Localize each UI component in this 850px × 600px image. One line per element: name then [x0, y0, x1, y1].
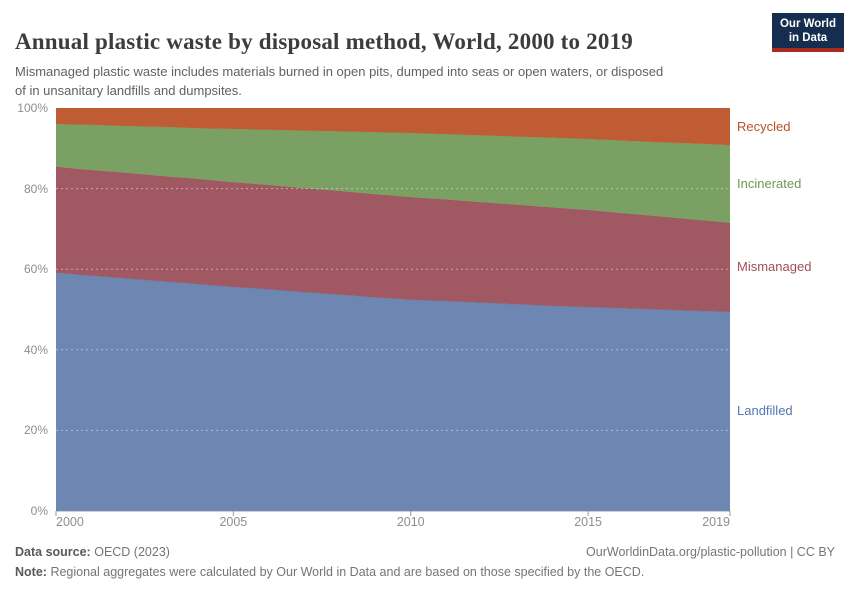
- y-tick-label-0: 0%: [30, 504, 48, 518]
- footer-note-row: Note: Regional aggregates were calculate…: [15, 565, 835, 579]
- x-tick-label-2019: 2019: [702, 515, 730, 529]
- data-source-value: OECD (2023): [94, 545, 170, 559]
- y-tick-label-20: 20%: [23, 423, 48, 438]
- area-recycled[interactable]: [56, 108, 730, 146]
- owid-logo-line2: in Data: [788, 32, 828, 44]
- note-value: Regional aggregates were calculated by O…: [50, 565, 645, 579]
- series-label-mismanaged: Mismanaged: [737, 259, 812, 275]
- note-label: Note:: [15, 565, 47, 579]
- x-axis-tick-labels: 2000 2005 2010 2015 2019: [56, 515, 730, 533]
- owid-logo-accent-bar: [772, 48, 844, 52]
- x-tick-label-2000: 2000: [56, 515, 84, 529]
- series-legend-labels: Landfilled Mismanaged Incinerated Recycled: [737, 108, 849, 511]
- chart-footer: Data source: OECD (2023) OurWorldinData.…: [15, 545, 835, 579]
- y-tick-label-40: 40%: [23, 342, 48, 357]
- chart-canvas: [55, 108, 731, 516]
- y-tick-label-60: 60%: [23, 262, 48, 277]
- series-label-landfilled: Landfilled: [737, 403, 793, 419]
- x-tick-label-2015: 2015: [574, 515, 602, 529]
- footer-source-row: Data source: OECD (2023) OurWorldinData.…: [15, 545, 835, 559]
- edge-mismanaged: [55, 166, 731, 224]
- y-tick-label-100: 100%: [17, 101, 48, 115]
- owid-logo-line1: Our World: [779, 18, 836, 30]
- series-label-recycled: Recycled: [737, 118, 791, 134]
- area-incinerated[interactable]: [56, 124, 730, 223]
- owid-url-license-link[interactable]: OurWorldinData.org/plastic-pollution | C…: [586, 545, 835, 559]
- owid-logo-box: Our World in Data: [772, 13, 844, 48]
- data-source-line: Data source: OECD (2023): [15, 545, 170, 559]
- owid-logo[interactable]: Our World in Data: [772, 13, 844, 52]
- area-landfilled[interactable]: [56, 272, 730, 511]
- x-tick-label-2010: 2010: [396, 515, 425, 529]
- data-source-label: Data source:: [15, 545, 91, 559]
- y-axis-tick-labels: 0% 20% 40% 60% 80% 100%: [0, 101, 48, 518]
- x-tick-label-2005: 2005: [219, 515, 248, 529]
- page-subtitle: Mismanaged plastic waste includes materi…: [15, 64, 664, 98]
- series-label-incinerated: Incinerated: [737, 175, 802, 191]
- page-title: Annual plastic waste by disposal method,…: [15, 29, 633, 55]
- area-mismanaged[interactable]: [56, 166, 730, 312]
- y-tick-label-80: 80%: [23, 181, 48, 196]
